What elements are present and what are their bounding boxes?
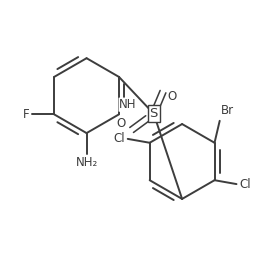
Text: Cl: Cl xyxy=(239,177,251,191)
Text: NH: NH xyxy=(119,98,137,111)
Text: O: O xyxy=(117,117,126,130)
Text: O: O xyxy=(167,91,176,103)
Text: F: F xyxy=(23,108,30,121)
Text: NH₂: NH₂ xyxy=(75,156,98,169)
Text: Cl: Cl xyxy=(114,132,125,145)
Text: Br: Br xyxy=(221,104,234,117)
Text: S: S xyxy=(150,107,158,120)
